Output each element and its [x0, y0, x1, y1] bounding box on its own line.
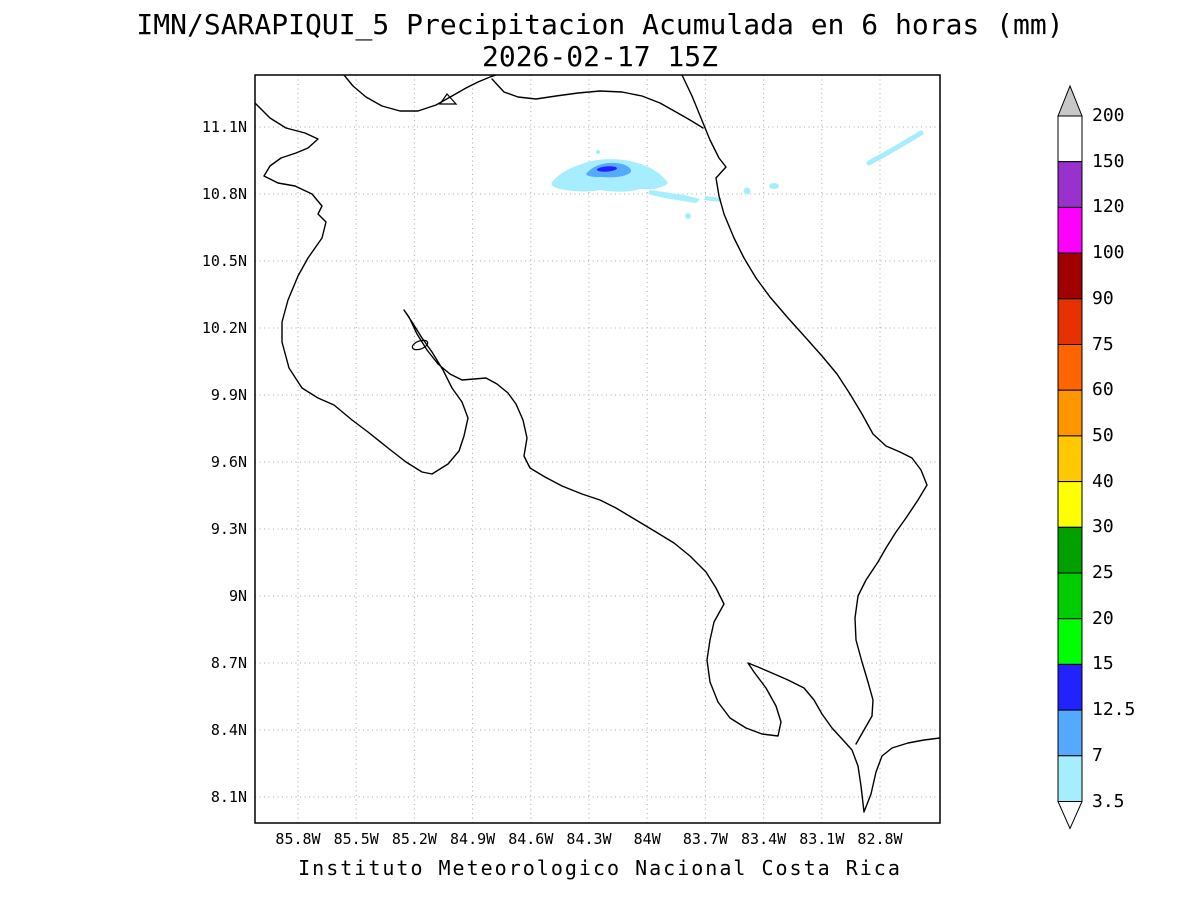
lat-tick-label: 8.1N: [210, 788, 247, 806]
pacific-coastline: [255, 102, 940, 813]
footer-caption: Instituto Meteorologico Nacional Costa R…: [298, 856, 902, 880]
colorbar-segment: [1057, 663, 1083, 711]
colorbar-level-label: 40: [1092, 470, 1114, 492]
lon-tick-label: 83.4W: [741, 830, 787, 848]
colorbar-level-label: 15: [1092, 653, 1114, 675]
precip-spot: [596, 150, 600, 154]
precip-dash: [704, 196, 722, 202]
lat-tick-label: 10.5N: [201, 252, 247, 270]
precip-core-strong: [597, 166, 617, 172]
colorbar-segment: [1057, 526, 1083, 574]
colorbar-segment: [1057, 206, 1083, 254]
colorbar-segment: [1057, 481, 1083, 528]
lat-tick-label: 10.2N: [201, 319, 247, 337]
colorbar: [1057, 84, 1083, 830]
colorbar-segment: [1057, 161, 1083, 208]
precip-streak-northeast: [866, 130, 924, 166]
colorbar-level-label: 100: [1092, 242, 1125, 264]
lake-nicaragua-shoreline: [343, 75, 497, 112]
colorbar-segment: [1057, 252, 1083, 300]
colorbar-segment: [1057, 709, 1083, 757]
precip-streak-tail: [648, 190, 700, 203]
lon-tick-label: 84W: [633, 830, 661, 848]
lat-tick-label: 8.4N: [210, 721, 247, 739]
san-juan-river-border: [491, 78, 704, 129]
lat-tick-label: 9.6N: [210, 453, 247, 471]
colorbar-level-label: 50: [1092, 424, 1114, 446]
lon-tick-label: 84.9W: [450, 830, 496, 848]
colorbar-level-label: 30: [1092, 516, 1114, 538]
lat-tick-label: 9.9N: [210, 386, 247, 404]
precipitation-layer: [551, 130, 924, 219]
lon-tick-label: 85.8W: [275, 830, 321, 848]
lon-tick-label: 84.6W: [508, 830, 554, 848]
colorbar-segment: [1057, 389, 1083, 437]
colorbar-level-label: 75: [1092, 333, 1114, 355]
colorbar-level-label: 120: [1092, 196, 1125, 218]
colorbar-segment: [1057, 344, 1083, 391]
lon-tick-label: 83.1W: [799, 830, 845, 848]
colorbar-segment: [1057, 618, 1083, 665]
colorbar-segment: [1057, 572, 1083, 620]
lon-tick-label: 85.2W: [391, 830, 437, 848]
lat-tick-label: 9.3N: [210, 520, 247, 538]
colorbar-segment: [1057, 435, 1083, 483]
basemap-layer: [255, 75, 940, 813]
lat-tick-label: 8.7N: [210, 654, 247, 672]
colorbar-level-label: 150: [1092, 150, 1125, 172]
colorbar-level-label: 3.5: [1092, 790, 1125, 812]
colorbar-level-label: 200: [1092, 105, 1125, 126]
lat-tick-label: 9N: [228, 587, 247, 605]
colorbar-level-label: 90: [1092, 287, 1114, 309]
colorbar-under-arrow: [1057, 801, 1083, 830]
caribbean-coastline-and-panama-border: [681, 75, 928, 745]
valid-time-subtitle: 2026-02-17 15Z: [481, 40, 718, 73]
lon-tick-label: 85.5W: [333, 830, 379, 848]
page-title: IMN/SARAPIQUI_5 Precipitacion Acumulada …: [136, 8, 1064, 41]
gulf-island: [411, 339, 429, 351]
lon-tick-label: 83.7W: [682, 830, 728, 848]
lat-tick-label: 10.8N: [201, 185, 247, 203]
colorbar-over-arrow: [1057, 84, 1083, 117]
colorbar-level-label: 20: [1092, 607, 1114, 629]
colorbar-level-label: 60: [1092, 379, 1114, 401]
precip-spot: [769, 183, 779, 189]
colorbar-segment: [1057, 298, 1083, 345]
precip-spot: [685, 213, 691, 219]
lake-island: [438, 93, 458, 105]
precip-spot: [743, 187, 751, 195]
lat-tick-label: 11.1N: [201, 118, 247, 136]
grid-lines: [255, 75, 940, 823]
colorbar-level-label: 7: [1092, 744, 1103, 766]
colorbar-level-label: 12.5: [1092, 699, 1136, 721]
lon-tick-label: 84.3W: [566, 830, 612, 848]
colorbar-segment: [1057, 115, 1083, 163]
lon-tick-label: 82.8W: [857, 830, 903, 848]
colorbar-level-label: 25: [1092, 562, 1114, 583]
map-frame: [254, 74, 941, 824]
colorbar-segment: [1057, 755, 1083, 802]
